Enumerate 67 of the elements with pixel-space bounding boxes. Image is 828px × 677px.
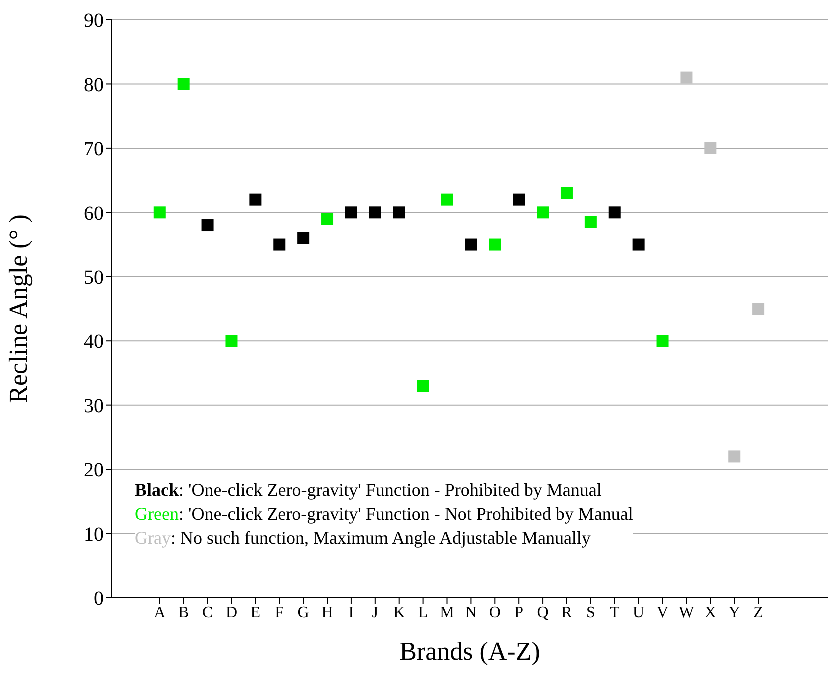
- x-tick-label: N: [465, 604, 478, 622]
- x-tick-label: X: [704, 604, 717, 622]
- y-tick-label: 10: [84, 524, 104, 546]
- x-tick-label: S: [586, 604, 596, 622]
- point: [584, 216, 597, 228]
- x-axis-title: Brands (A-Z): [400, 637, 540, 666]
- x-tick-label: A: [154, 604, 166, 622]
- point: [537, 206, 550, 219]
- x-tick-label: M: [440, 604, 454, 622]
- y-tick-label: 80: [84, 74, 104, 96]
- y-axis-title: Recline Angle (° ): [4, 214, 34, 404]
- x-tick-label: C: [202, 604, 214, 622]
- x-tick-label: Q: [537, 604, 550, 622]
- x-tick-label: I: [348, 604, 354, 622]
- point: [752, 303, 765, 315]
- point: [345, 206, 358, 219]
- point: [322, 213, 334, 226]
- point: [513, 194, 526, 206]
- point: [417, 380, 430, 392]
- x-tick-label: B: [178, 604, 190, 622]
- x-tick-label: F: [275, 604, 284, 622]
- x-tick-label: V: [656, 604, 669, 622]
- point: [369, 206, 382, 219]
- y-tick-label: 40: [84, 331, 104, 354]
- x-tick-label: Z: [754, 604, 764, 622]
- point: [393, 206, 406, 219]
- point: [202, 220, 214, 232]
- point: [656, 335, 669, 348]
- y-tick-label: 60: [84, 202, 104, 225]
- x-tick-label: K: [394, 604, 406, 622]
- x-tick-label: D: [226, 604, 238, 622]
- y-tick-label: 20: [84, 460, 104, 482]
- x-tick-label: G: [298, 604, 310, 622]
- y-tick-label: 0: [94, 588, 104, 610]
- x-tick-label: U: [633, 604, 646, 622]
- point: [489, 238, 502, 251]
- x-tick-label: E: [250, 604, 261, 622]
- point: [298, 232, 310, 244]
- x-tick-label: Y: [728, 604, 741, 622]
- point: [154, 206, 166, 219]
- point: [465, 238, 478, 251]
- point: [441, 194, 454, 206]
- point: [226, 335, 238, 348]
- point: [274, 238, 286, 251]
- point: [632, 238, 645, 251]
- point: [560, 187, 573, 200]
- y-tick-label: 70: [84, 138, 104, 161]
- y-tick-label: 90: [84, 10, 104, 32]
- x-tick-label: T: [610, 604, 620, 622]
- x-tick-label: O: [489, 604, 501, 622]
- point: [250, 194, 262, 206]
- x-tick-label: R: [562, 604, 573, 622]
- y-tick-label: 30: [84, 395, 104, 418]
- point: [178, 78, 190, 90]
- x-tick-label: J: [372, 604, 379, 622]
- point: [680, 72, 693, 84]
- y-tick-label: 50: [84, 266, 104, 289]
- text: Gray: No such function, Maximum Angle Adjustable Manually: [135, 528, 591, 548]
- x-tick-label: L: [418, 604, 428, 622]
- text: Black: 'One-click Zero-gravity' Function - Prohibited by Manual: [135, 480, 602, 500]
- x-tick-label: P: [514, 604, 524, 622]
- point: [704, 142, 717, 154]
- x-tick-label: H: [322, 604, 334, 622]
- x-tick-label: W: [679, 604, 696, 622]
- point: [728, 450, 741, 463]
- point: [608, 206, 621, 219]
- text: Green: 'One-click Zero-gravity' Function - Not Prohibited by Manual: [135, 504, 634, 524]
